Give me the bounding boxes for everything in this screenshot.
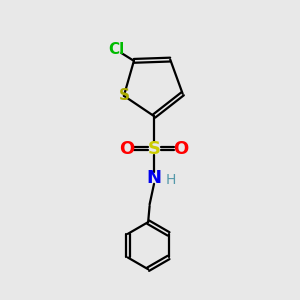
Text: O: O [173,140,189,158]
Text: N: N [146,169,161,187]
Text: H: H [165,173,176,187]
Text: O: O [119,140,135,158]
Text: S: S [118,88,129,103]
Text: Cl: Cl [108,42,124,57]
Text: S: S [148,140,160,158]
